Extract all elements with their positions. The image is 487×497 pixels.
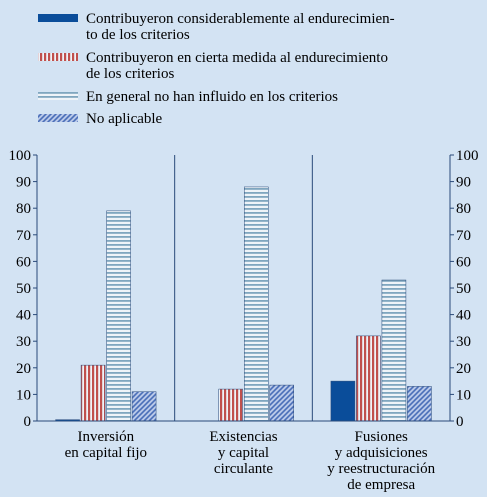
y2-tick-label: 20 <box>456 361 471 377</box>
legend-label: Contribuyeron considerablemente al endur… <box>86 11 395 43</box>
bar <box>131 391 157 422</box>
y-tick-label: 20 <box>16 361 31 377</box>
bar <box>218 388 243 422</box>
y-tick-label: 100 <box>9 148 32 164</box>
y2-tick-label: 10 <box>456 387 471 403</box>
y-tick-label: 70 <box>16 228 31 244</box>
legend-label: Contribuyeron en cierta medida al endure… <box>86 50 388 82</box>
x-tick-label: Inversión en capital fijo <box>65 429 147 461</box>
legend-swatch <box>38 92 78 100</box>
x-tick-label: Fusiones y adquisiciones y reestructuració… <box>327 429 435 493</box>
y2-tick-label: 80 <box>456 201 471 217</box>
bar <box>381 279 407 422</box>
legend-swatch <box>38 14 78 22</box>
y-tick-label: 50 <box>16 281 31 297</box>
legend-swatch <box>38 114 78 122</box>
y2-tick-label: 90 <box>456 175 471 191</box>
y-tick-label: 40 <box>16 308 31 324</box>
bar <box>244 186 269 422</box>
y-tick-label: 60 <box>16 254 31 270</box>
y-tick-label: 0 <box>24 414 32 430</box>
y-tick-label: 10 <box>16 387 31 403</box>
y2-tick-label: 70 <box>456 228 471 244</box>
bar <box>407 386 432 422</box>
y2-tick-label: 100 <box>456 148 479 164</box>
y-tick-label: 90 <box>16 175 31 191</box>
y2-tick-label: 0 <box>456 414 464 430</box>
y2-tick-label: 40 <box>456 308 471 324</box>
bar <box>356 335 381 422</box>
bar <box>80 364 106 422</box>
legend-label: En general no han influido en los criter… <box>86 89 338 105</box>
bar <box>106 210 131 422</box>
y2-tick-label: 60 <box>456 254 471 270</box>
x-tick-label: Existencias y capital circulante <box>209 429 277 477</box>
y2-tick-label: 50 <box>456 281 471 297</box>
y-tick-label: 30 <box>16 334 31 350</box>
y-tick-label: 80 <box>16 201 31 217</box>
bar <box>269 384 294 422</box>
legend-label: No aplicable <box>86 111 163 127</box>
y2-tick-label: 30 <box>456 334 471 350</box>
bar <box>330 380 356 422</box>
legend-swatch <box>38 53 78 61</box>
